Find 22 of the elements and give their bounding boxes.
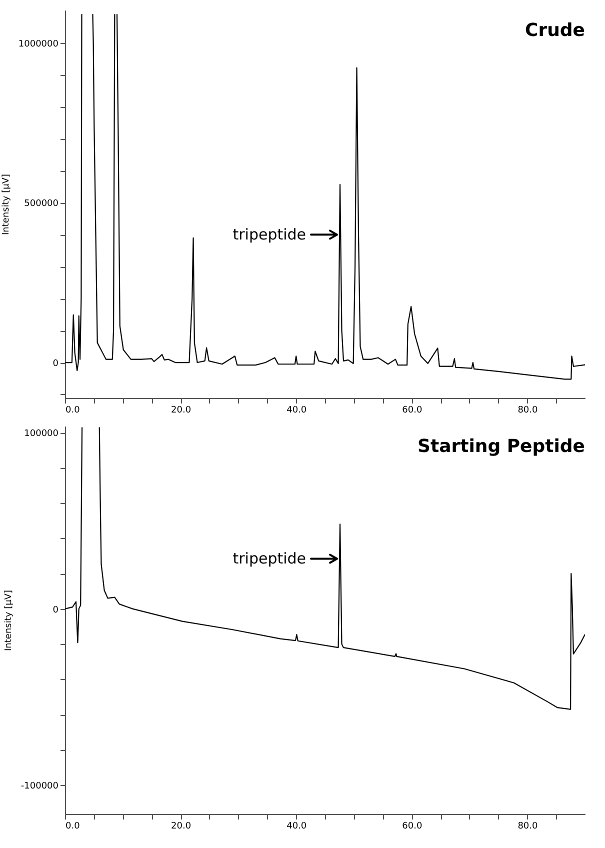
x-tick-label: 60.0 (402, 822, 422, 832)
x-tick-label: 40.0 (286, 406, 307, 416)
y-tick-label: 0 (52, 605, 59, 616)
x-tick-label: 0.0 (66, 822, 80, 832)
y-tick-label: 500000 (24, 199, 59, 210)
annotation: tripeptide (232, 550, 306, 568)
x-tick-label: 20.0 (171, 406, 192, 416)
y-tick-label: 0 (52, 359, 59, 370)
text: Crude (525, 20, 585, 41)
y-axis-title: Intensity [μV] (1, 174, 12, 235)
annotation: tripeptide (232, 226, 306, 244)
x-tick-label: 60.0 (402, 406, 422, 416)
x-tick-label: 80.0 (518, 822, 538, 832)
y-axis-title: Intensity [μV] (4, 590, 14, 651)
y-tick-label: 1000000 (18, 39, 59, 50)
text: Starting Peptide (418, 436, 585, 457)
x-tick-label: 0.0 (66, 406, 80, 416)
x-tick-label: 80.0 (518, 406, 538, 416)
y-tick-label: 100000 (24, 429, 59, 440)
x-tick-label: 40.0 (286, 822, 307, 832)
x-tick-label: 20.0 (171, 822, 192, 832)
y-tick-label: -100000 (20, 782, 59, 792)
